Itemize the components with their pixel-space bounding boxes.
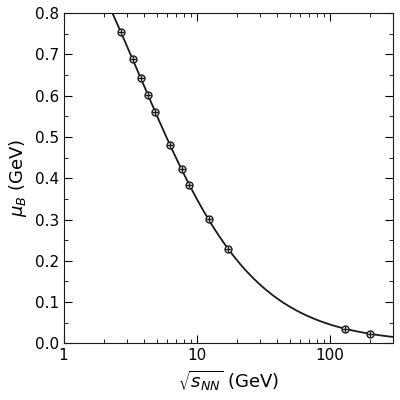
Y-axis label: $\mu_B$ (GeV): $\mu_B$ (GeV) (7, 139, 29, 217)
X-axis label: $\sqrt{s_{NN}}$ (GeV): $\sqrt{s_{NN}}$ (GeV) (178, 369, 279, 393)
